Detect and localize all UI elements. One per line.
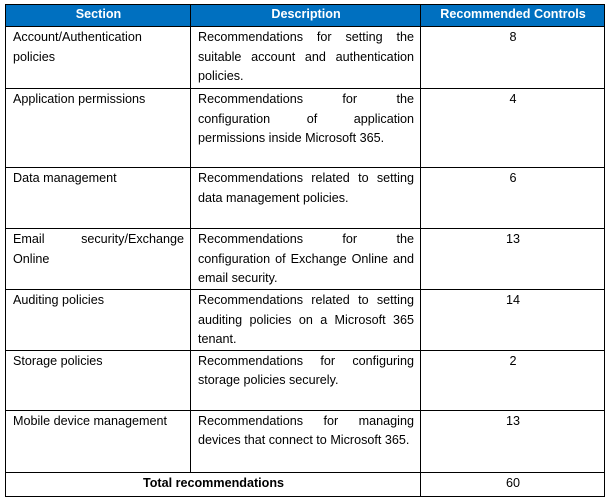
section-cell: Application permissions (5, 88, 191, 168)
description-cell: Recommendations for the configuration of… (190, 88, 421, 168)
description-cell: Recommendations related to setting audit… (190, 289, 421, 351)
controls-cell: 13 (420, 228, 605, 290)
header-controls: Recommended Controls (420, 4, 605, 27)
total-value: 60 (420, 471, 605, 497)
recommendations-table: Section Description Recommended Controls… (5, 4, 605, 497)
description-cell: Recommendations for the configuration of… (190, 228, 421, 290)
total-label: Total recommendations (5, 471, 421, 497)
section-cell: Account/Authentication policies (5, 26, 191, 89)
table-row: Auditing policies Recommendations related… (5, 289, 605, 351)
description-cell: Recommendations related to setting data … (190, 167, 421, 229)
description-cell: Recommendations for setting the suitable… (190, 26, 421, 89)
table-row: Email security/Exchange Online Recommenda… (5, 228, 605, 290)
section-cell: Data management (5, 167, 191, 229)
table-row: Account/Authentication policies Recommend… (5, 26, 605, 89)
table-row: Mobile device management Recommendations … (5, 409, 605, 473)
table-row: Storage policies Recommendations for conf… (5, 349, 605, 411)
header-description: Description (190, 4, 421, 27)
header-row: Section Description Recommended Controls (5, 4, 605, 27)
section-cell: Storage policies (5, 349, 191, 411)
controls-cell: 13 (420, 409, 605, 473)
section-cell: Email security/Exchange Online (5, 228, 191, 290)
description-cell: Recommendations for configuring storage … (190, 349, 421, 411)
table-row: Application permissions Recommendations f… (5, 88, 605, 168)
description-cell: Recommendations for managing devices tha… (190, 409, 421, 473)
controls-cell: 8 (420, 26, 605, 89)
controls-cell: 6 (420, 167, 605, 229)
section-cell: Mobile device management (5, 409, 191, 473)
section-cell: Auditing policies (5, 289, 191, 351)
controls-cell: 4 (420, 88, 605, 168)
controls-cell: 2 (420, 349, 605, 411)
total-row: Total recommendations 60 (5, 471, 605, 497)
table-row: Data management Recommendations related t… (5, 167, 605, 229)
header-section: Section (5, 4, 191, 27)
controls-cell: 14 (420, 289, 605, 351)
